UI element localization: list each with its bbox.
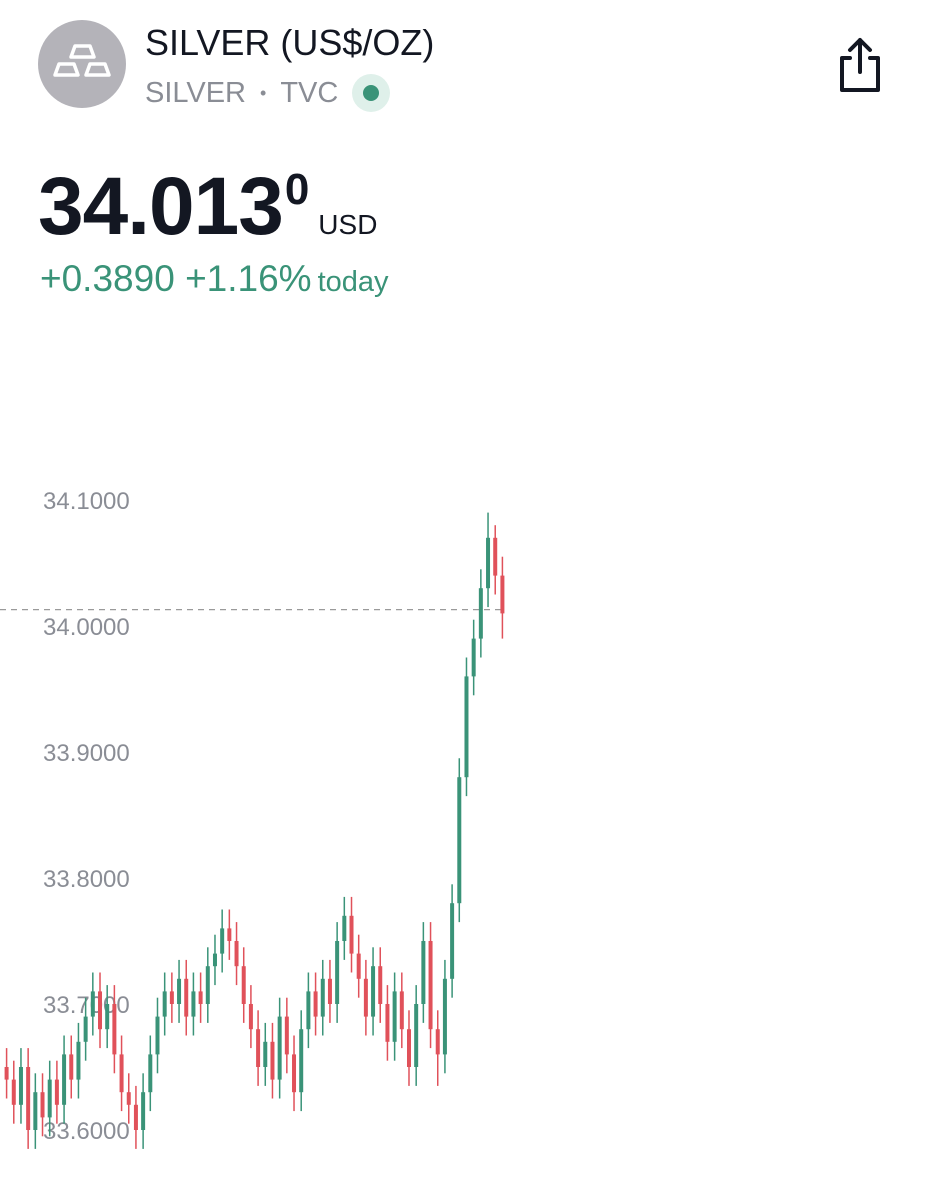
candle-body (428, 941, 433, 1030)
candle-body (248, 1004, 253, 1030)
candle-body (371, 966, 376, 1017)
candle-body (98, 991, 103, 1030)
candle-body (76, 1041, 81, 1080)
candle-body (227, 928, 232, 941)
candle-body (320, 978, 325, 1017)
market-status (352, 74, 391, 112)
share-button[interactable] (834, 36, 886, 96)
candle-body (162, 991, 167, 1017)
candle-body (464, 676, 469, 778)
candle-body (284, 1016, 289, 1055)
candle-body (119, 1054, 124, 1093)
price-change: +0.3890 +1.16% today (40, 258, 389, 300)
candle-body (11, 1079, 16, 1105)
candle-body (399, 991, 404, 1030)
symbol-title: SILVER (US$/OZ) (145, 22, 435, 63)
candle-body (450, 903, 455, 979)
candle-body (169, 991, 174, 1004)
candle-body (263, 1041, 268, 1067)
y-tick-label: 33.8000 (43, 866, 130, 893)
candle-body (18, 1067, 23, 1105)
candle-body (83, 1016, 88, 1042)
candle-body (90, 991, 95, 1017)
candle-body (54, 1079, 59, 1105)
price-fraction: 0 (284, 165, 310, 214)
candle-body (335, 941, 340, 1004)
price: 34.0130 USD (38, 160, 377, 254)
symbol: SILVER (145, 76, 247, 109)
candle-body (349, 915, 354, 954)
candle-body (478, 588, 483, 639)
change-percent: +1.16% (185, 258, 312, 299)
y-tick-label: 34.0000 (43, 614, 130, 641)
candle-body (392, 991, 397, 1042)
candle-body (133, 1104, 138, 1130)
candle-body (40, 1092, 45, 1118)
candle-body (220, 928, 225, 954)
candle-body (198, 991, 203, 1004)
y-tick-label: 33.9000 (43, 740, 130, 767)
candle-body (270, 1041, 275, 1080)
candle-body (148, 1054, 153, 1093)
candle-body (414, 1004, 419, 1067)
candle-body (191, 991, 196, 1017)
candle-body (327, 978, 332, 1004)
candle-body (421, 941, 426, 1004)
candle-body (277, 1016, 282, 1080)
candle-body (292, 1054, 297, 1093)
candle-body (141, 1092, 146, 1130)
candle-body (356, 953, 361, 979)
candle-body (4, 1067, 9, 1080)
candle-body (385, 1004, 390, 1042)
candle-body (112, 1004, 117, 1055)
candle-body (177, 978, 182, 1004)
candle-body (126, 1092, 131, 1105)
candle-body (212, 953, 217, 967)
change-value: +0.3890 (40, 258, 175, 299)
candle-body (241, 966, 246, 1004)
candle-body (26, 1067, 31, 1130)
change-period: today (317, 266, 389, 298)
candle-body (306, 991, 311, 1030)
candle-body (184, 978, 189, 1017)
candle-body (406, 1029, 411, 1067)
y-tick-label: 33.6000 (43, 1118, 130, 1145)
candle-body (105, 1004, 110, 1030)
candle-body (234, 941, 239, 967)
candle-body (313, 991, 318, 1017)
candle-body (471, 638, 476, 677)
candle-body (256, 1029, 261, 1067)
symbol-subtitle: SILVER • TVC (145, 74, 391, 112)
candle-body (363, 978, 368, 1017)
candle-body (299, 1029, 304, 1093)
exchange: TVC (280, 76, 339, 109)
candle-body (500, 575, 505, 614)
candle-body (486, 537, 491, 589)
candle-body (47, 1079, 52, 1118)
candle-body (69, 1054, 74, 1080)
separator: • (260, 82, 267, 103)
candle-body (442, 978, 447, 1055)
candle-body (155, 1016, 160, 1055)
candle-body (342, 915, 347, 941)
candle-body (33, 1092, 38, 1130)
candle-body (435, 1029, 440, 1055)
candle-body (378, 966, 383, 1004)
candle-body (62, 1054, 67, 1105)
candle-body (205, 966, 210, 1004)
y-tick-label: 34.1000 (43, 488, 130, 515)
candle-body (457, 777, 462, 904)
candle-body (493, 537, 498, 576)
symbol-logo (38, 20, 126, 108)
price-value: 34.013 (38, 161, 284, 252)
currency: USD (318, 209, 378, 240)
